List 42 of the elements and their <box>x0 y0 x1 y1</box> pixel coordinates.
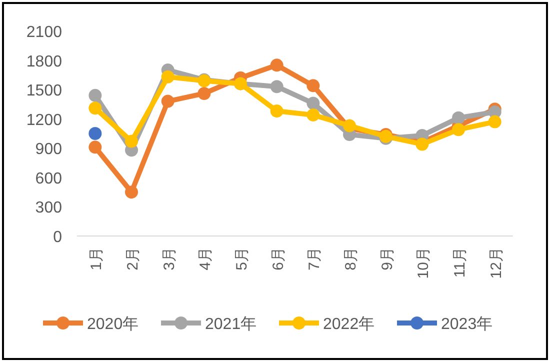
x-tick-label: 12月 <box>488 247 505 279</box>
y-tick-label: 600 <box>35 170 62 188</box>
point <box>452 123 465 136</box>
y-tick-label: 2100 <box>26 24 62 41</box>
y-tick-label: 1200 <box>26 112 62 129</box>
x-tick-label: 2月 <box>124 247 142 270</box>
point <box>306 96 320 110</box>
x-tick-label: 7月 <box>306 247 324 270</box>
x-tick-label: 9月 <box>378 247 396 270</box>
point <box>88 140 102 154</box>
point <box>270 104 284 118</box>
x-tick-label: 1月 <box>88 247 106 270</box>
y-tick-label: 900 <box>35 141 62 158</box>
point <box>306 79 320 92</box>
y-tick-label: 1800 <box>26 53 62 70</box>
legend-label: 2022年 <box>323 316 375 333</box>
point <box>343 119 356 132</box>
point <box>161 70 174 84</box>
point <box>198 86 211 100</box>
point <box>125 186 138 199</box>
legend-label: 2023年 <box>441 316 493 333</box>
point <box>270 80 284 94</box>
x-tick-label: 3月 <box>160 247 178 270</box>
point <box>88 88 102 102</box>
point <box>452 111 465 124</box>
legend-label: 2021年 <box>205 316 257 333</box>
x-tick-label: 5月 <box>234 247 250 270</box>
y-tick-label: 300 <box>35 200 62 217</box>
point <box>125 134 138 148</box>
x-tick-label: 10月 <box>415 247 432 279</box>
legend-label: 2020年 <box>87 316 139 333</box>
x-tick-label: 4月 <box>197 247 214 270</box>
point <box>270 58 284 72</box>
y-tick-label: 0 <box>53 229 62 246</box>
point <box>161 94 174 108</box>
point <box>306 108 320 122</box>
x-tick-label: 6月 <box>270 247 287 270</box>
y-tick-label: 1500 <box>26 82 62 100</box>
point <box>488 115 502 128</box>
point <box>88 102 102 115</box>
x-tick-label: 11月 <box>452 247 468 278</box>
x-tick-label: 8月 <box>342 247 360 270</box>
